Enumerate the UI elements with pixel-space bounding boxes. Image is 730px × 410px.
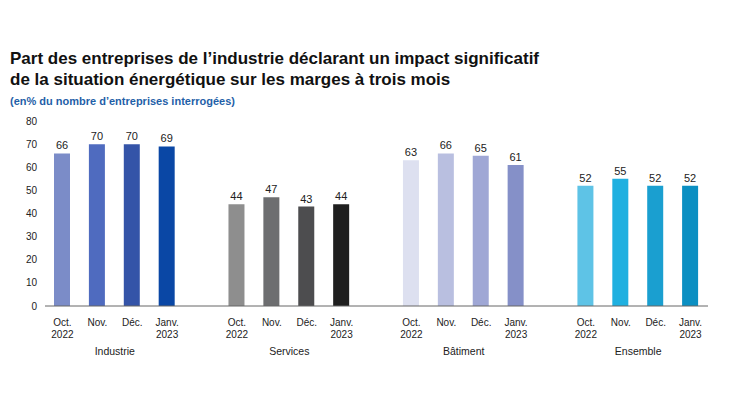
svg-text:63: 63	[405, 146, 417, 158]
svg-text:Bâtiment: Bâtiment	[443, 345, 485, 357]
svg-text:44: 44	[230, 190, 242, 202]
svg-text:Janv.: Janv.	[679, 317, 702, 328]
svg-text:2023: 2023	[679, 329, 702, 340]
svg-text:2022: 2022	[226, 329, 249, 340]
svg-text:20: 20	[26, 254, 38, 265]
svg-text:2022: 2022	[575, 329, 598, 340]
svg-text:40: 40	[26, 208, 38, 219]
svg-text:60: 60	[26, 162, 38, 173]
svg-text:Janv.: Janv.	[156, 317, 179, 328]
svg-text:2022: 2022	[51, 329, 74, 340]
svg-text:0: 0	[31, 301, 37, 312]
svg-text:61: 61	[510, 151, 522, 163]
svg-text:Janv.: Janv.	[330, 317, 353, 328]
html-text:Part des entreprises de l’indu: Part des entreprises de l’industrie décl…	[10, 49, 539, 89]
svg-text:65: 65	[475, 142, 487, 154]
svg-text:80: 80	[26, 116, 38, 127]
svg-text:70: 70	[91, 130, 103, 142]
svg-text:66: 66	[56, 139, 68, 151]
svg-text:Déc.: Déc.	[122, 317, 143, 328]
svg-text:Déc.: Déc.	[645, 317, 666, 328]
svg-text:Nov.: Nov.	[262, 317, 282, 328]
svg-text:Oct.: Oct.	[228, 317, 246, 328]
svg-text:Janv.: Janv.	[504, 317, 527, 328]
svg-text:52: 52	[649, 172, 661, 184]
svg-text:2023: 2023	[330, 329, 353, 340]
svg-text:70: 70	[126, 130, 138, 142]
svg-text:44: 44	[335, 190, 347, 202]
svg-text:Déc.: Déc.	[471, 317, 492, 328]
svg-text:47: 47	[265, 183, 277, 195]
svg-text:Industrie: Industrie	[95, 345, 135, 357]
svg-text:Oct.: Oct.	[402, 317, 420, 328]
svg-text:43: 43	[300, 193, 312, 205]
svg-text:2023: 2023	[505, 329, 528, 340]
html-text:(en% du nombre d’entreprises i: (en% du nombre d’entreprises interrogées…	[10, 95, 235, 107]
svg-text:Oct.: Oct.	[577, 317, 595, 328]
svg-text:10: 10	[26, 277, 38, 288]
svg-text:50: 50	[26, 185, 38, 196]
svg-text:Nov.: Nov.	[436, 317, 456, 328]
svg-text:69: 69	[161, 132, 173, 144]
svg-text:Nov.: Nov.	[87, 317, 107, 328]
svg-text:2023: 2023	[156, 329, 179, 340]
svg-text:52: 52	[579, 172, 591, 184]
svg-text:70: 70	[26, 139, 38, 150]
svg-text:52: 52	[684, 172, 696, 184]
svg-text:Oct.: Oct.	[53, 317, 71, 328]
svg-text:30: 30	[26, 231, 38, 242]
svg-text:Nov.: Nov.	[611, 317, 631, 328]
svg-text:Ensemble: Ensemble	[615, 345, 662, 357]
svg-text:Déc.: Déc.	[296, 317, 317, 328]
svg-text:Services: Services	[269, 345, 309, 357]
svg-text:66: 66	[440, 139, 452, 151]
svg-text:55: 55	[614, 165, 626, 177]
svg-text:2022: 2022	[400, 329, 423, 340]
